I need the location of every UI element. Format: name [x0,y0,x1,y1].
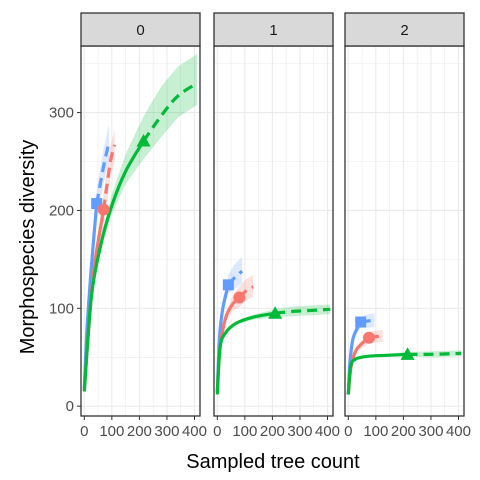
facet-strip-label: 2 [400,22,408,39]
x-axis-title: Sampled tree count [186,451,360,473]
observed-point-circle [97,203,110,216]
y-tick-label: 300 [49,105,74,122]
observed-point-circle [362,331,375,344]
facet-strip [344,12,465,47]
interpolated-line-green [215,311,276,395]
x-tick-label: 300 [418,423,443,440]
observed-point-circle [233,291,246,304]
x-tick-label: 0 [344,423,352,440]
extrapolated-line-green [407,351,462,357]
panel-data-layer [82,53,199,392]
confidence-ribbon-green [217,304,331,395]
x-tick-label: 100 [99,423,124,440]
x-tick-label: 0 [80,423,88,440]
x-tick-label: 200 [127,423,152,440]
panel-background [345,46,464,416]
y-tick-label: 200 [49,202,74,219]
x-tick-label: 100 [363,423,388,440]
facet-strip-label: 0 [136,22,144,39]
x-tick-label: 400 [315,423,340,440]
observed-point-square [91,198,103,210]
y-tick-label: 100 [49,300,74,317]
x-tick-label: 200 [260,423,285,440]
y-tick-label: 0 [66,398,74,415]
x-tick-label: 400 [446,423,471,440]
x-tick-label: 400 [182,423,207,440]
observed-point-triangle [400,347,415,360]
facet-panel-1: 1 0 100 200 300 400 [213,12,340,440]
x-tick-label: 0 [213,423,221,440]
observed-point-square [355,316,367,328]
confidence-ribbon-red [84,129,115,391]
facet-strip [213,12,334,47]
observed-point-square [222,279,234,291]
confidence-ribbon-red [348,329,383,395]
panel-data-layer [346,313,462,395]
facet-strip [80,12,201,47]
interpolated-line-green [82,140,145,392]
x-tick-label: 300 [287,423,312,440]
x-tick-label: 100 [232,423,257,440]
extrapolated-line-blue [95,141,111,204]
x-tick-label: 300 [154,423,179,440]
extrapolated-line-green [274,307,331,315]
y-axis-title: Morphospecies diversity [17,140,39,355]
interpolated-line-green [346,352,408,395]
extrapolated-line-green [142,81,199,142]
observed-point-triangle [268,306,283,319]
x-tick-label: 200 [391,423,416,440]
observed-point-triangle [136,133,151,147]
facet-strip-label: 1 [269,22,277,39]
panel-background [214,46,333,416]
facet-panel-0: 0 0 100 200 300 400 [80,12,207,440]
facet-panel-2: 2 0 100 200 300 400 [344,12,471,440]
confidence-ribbon-green [348,350,462,395]
extrapolated-line-red [102,144,117,210]
